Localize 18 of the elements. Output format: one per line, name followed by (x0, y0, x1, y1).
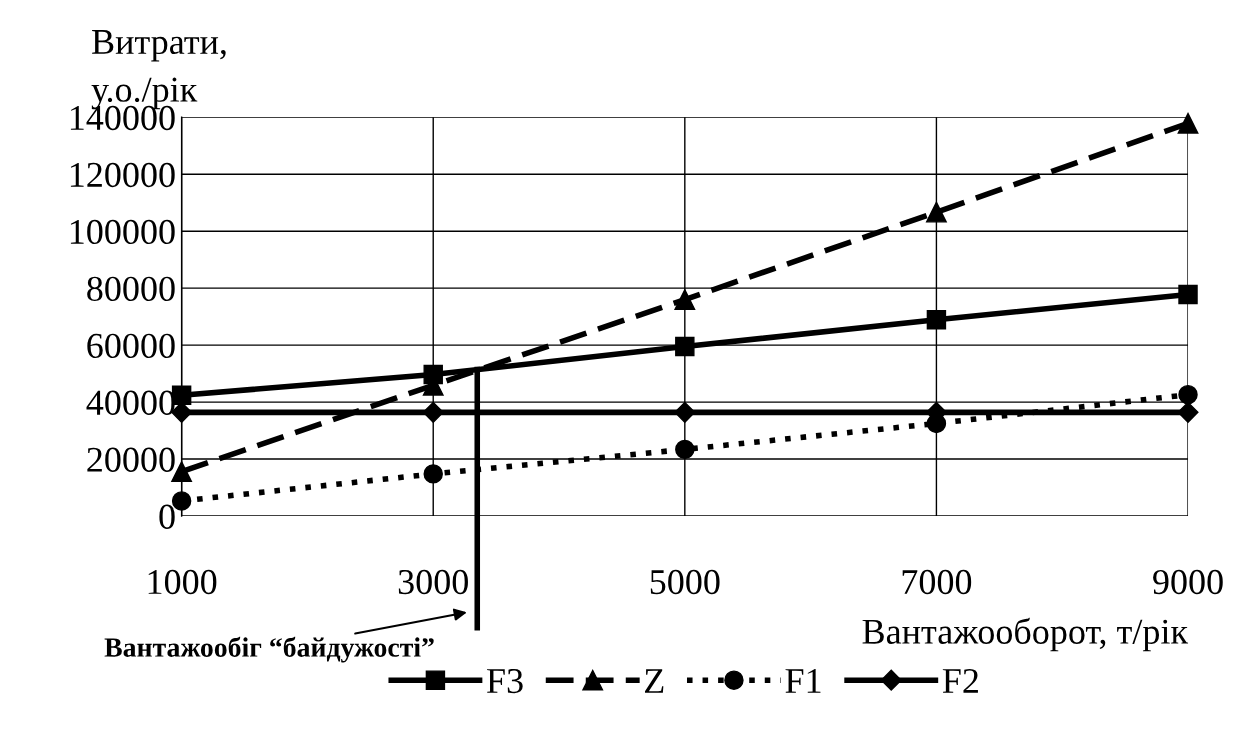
y-tick-label: 40000 (86, 390, 175, 415)
y-tick-label: 0 (159, 504, 175, 529)
y-tick-label: 120000 (70, 162, 175, 188)
ref-line-label: Вантажообіг “байдужості” (104, 636, 434, 663)
y-tick-label: 100000 (70, 219, 175, 245)
x-tick-label: 3000 (398, 569, 468, 595)
legend-label: F3 (487, 668, 523, 694)
x-tick-label: 5000 (650, 569, 720, 595)
x-axis-title: Вантажооборот, т/рік (862, 617, 1189, 652)
y-tick-label: 20000 (87, 447, 175, 472)
legend-label: F2 (942, 668, 978, 693)
y-tick-label: 80000 (87, 276, 175, 302)
x-tick-label: 9000 (1153, 569, 1223, 595)
y-tick-label: 60000 (87, 333, 175, 359)
legend-label: Z (645, 669, 664, 693)
x-tick-label: 1000 (148, 569, 217, 595)
legend-label: F1 (785, 668, 821, 693)
x-tick-label: 7000 (902, 569, 972, 595)
